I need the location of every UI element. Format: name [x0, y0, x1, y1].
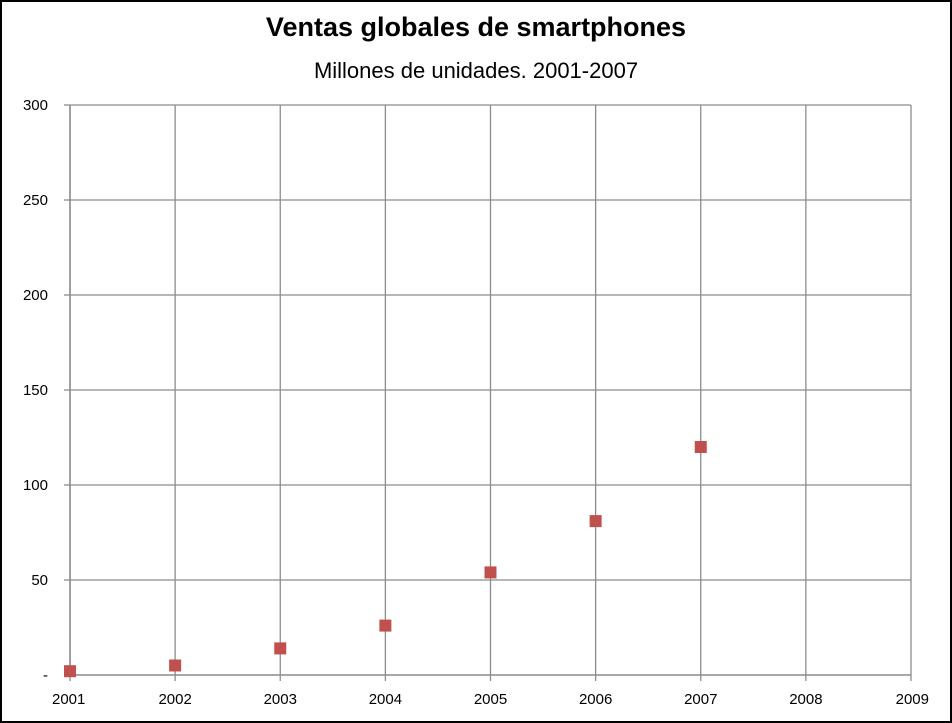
y-tick-label: 300: [23, 97, 48, 114]
data-point: [694, 441, 707, 453]
y-tick-label: 200: [23, 287, 48, 304]
y-tick-label: -: [43, 667, 48, 684]
y-tick-label: 50: [31, 572, 48, 589]
x-tick-label: 2009: [896, 691, 929, 708]
x-tick-label: 2006: [579, 691, 612, 708]
chart-subtitle: Millones de unidades. 2001-2007: [313, 58, 639, 83]
data-point: [64, 665, 76, 678]
chart-title: Ventas globales de smartphones: [265, 12, 687, 42]
data-point: [169, 659, 182, 672]
x-tick-label: 2004: [369, 691, 402, 708]
x-tick-label: 2007: [684, 691, 717, 708]
x-tick-label: 2002: [158, 691, 191, 708]
y-tick-label: 250: [23, 192, 48, 209]
x-tick-label: 2005: [474, 691, 507, 708]
x-tick-label: 2003: [264, 691, 297, 708]
x-tick-label: 2001: [52, 691, 85, 708]
x-tick-label: 2008: [789, 691, 822, 708]
data-point: [589, 515, 602, 528]
data-point: [484, 566, 497, 579]
data-point: [379, 619, 392, 632]
y-tick-label: 150: [23, 382, 48, 399]
data-point: [274, 642, 287, 655]
y-tick-label: 100: [23, 477, 48, 494]
